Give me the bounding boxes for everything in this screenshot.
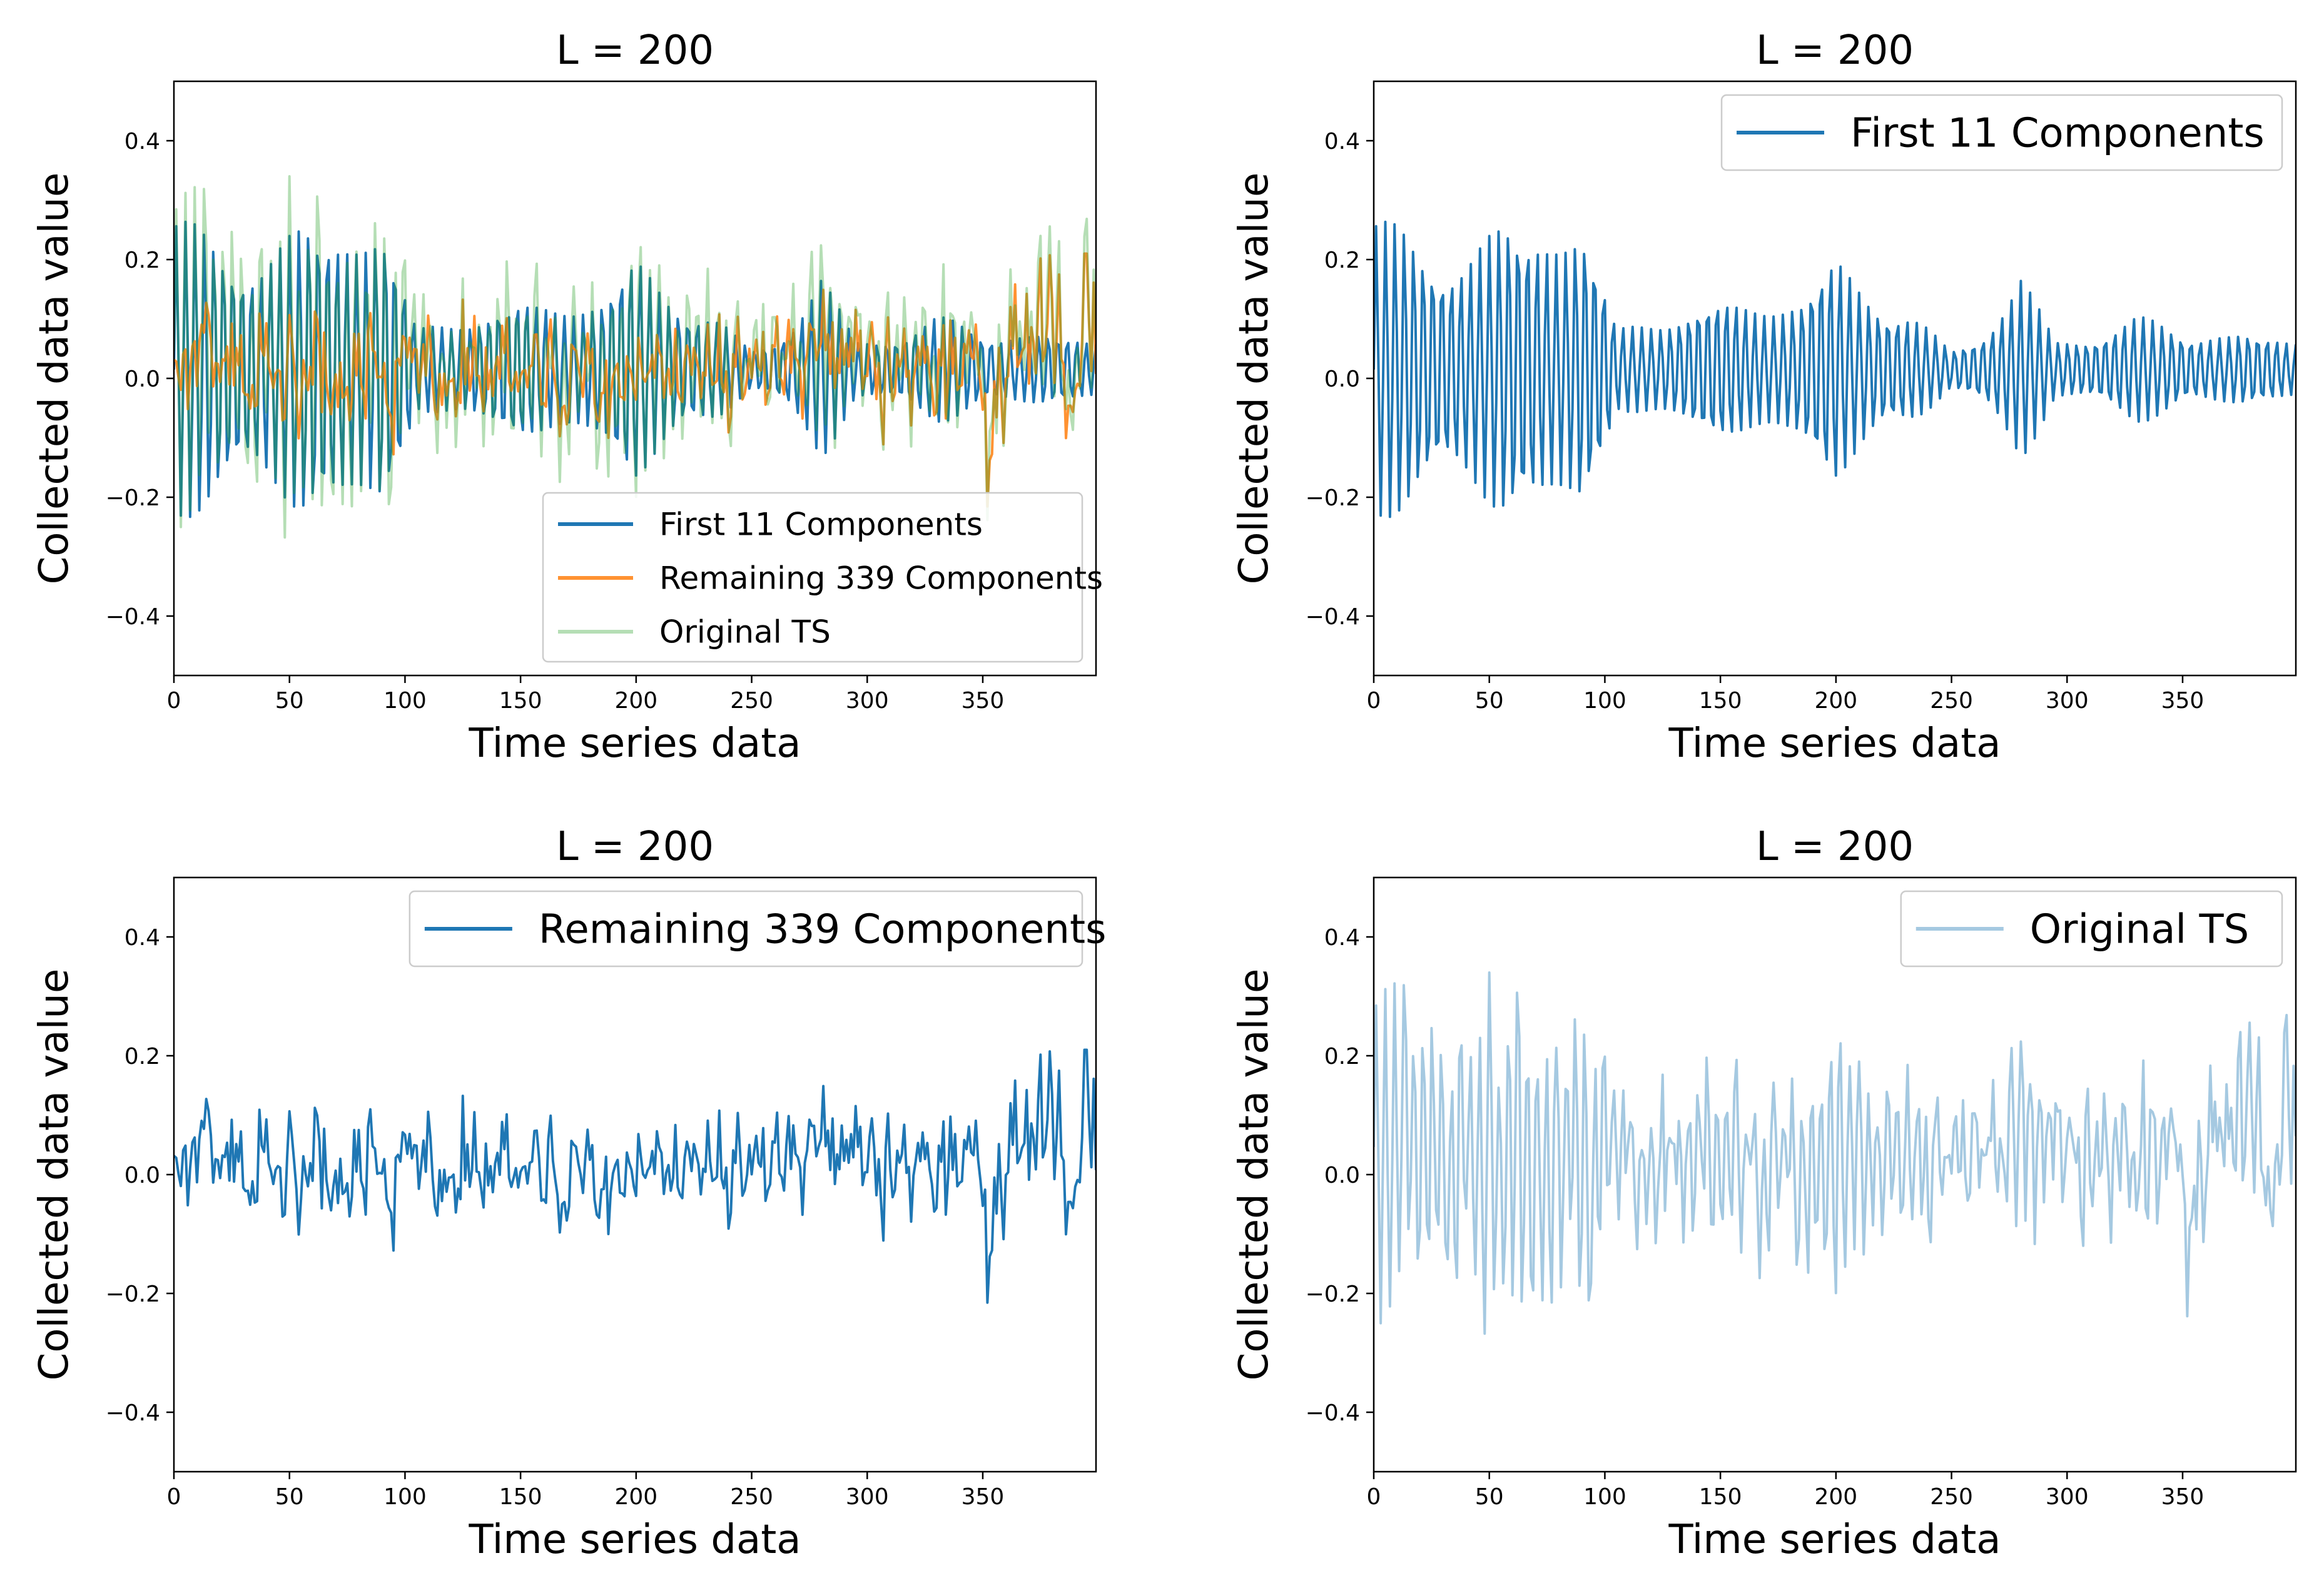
x-tick-label: 200 bbox=[614, 1484, 657, 1510]
x-tick-label: 200 bbox=[1814, 688, 1857, 714]
x-tick-label: 0 bbox=[1367, 1484, 1381, 1510]
x-tick-label: 50 bbox=[275, 688, 304, 714]
x-tick-label: 250 bbox=[730, 688, 773, 714]
subplot-3: 0 50 100 150 200 250 300 350 −0.4 −0.2 0.0 0.2 0.4 L … bbox=[31, 824, 1106, 1563]
x-tick-label: 150 bbox=[499, 688, 542, 714]
x-tick-label: 350 bbox=[2161, 688, 2205, 714]
y-tick-label: 0.2 bbox=[124, 248, 160, 273]
x-tick-label: 50 bbox=[1475, 688, 1504, 714]
y-tick-label: 0.0 bbox=[124, 367, 160, 392]
x-tick-label: 0 bbox=[1367, 688, 1381, 714]
x-tick-label: 250 bbox=[730, 1484, 773, 1510]
series-line-original bbox=[174, 175, 1096, 539]
legend-label-first: First 11 Components bbox=[1850, 110, 2265, 156]
y-tick-label: 0.2 bbox=[1324, 1044, 1360, 1070]
y-tick-label: 0.2 bbox=[1324, 248, 1360, 273]
legend-box bbox=[542, 492, 1083, 663]
legend-label-remaining: Remaining 339 Components bbox=[659, 560, 1103, 597]
x-axis-label: Time series data bbox=[469, 721, 801, 767]
y-tick-label: −0.4 bbox=[106, 604, 160, 630]
subplot-title: L = 200 bbox=[556, 824, 714, 870]
x-tick-label: 250 bbox=[1930, 688, 1973, 714]
y-tick-label: −0.4 bbox=[1306, 604, 1360, 630]
series-group bbox=[1374, 220, 2296, 518]
y-tick-label: 0.4 bbox=[124, 925, 160, 951]
subplot-title: L = 200 bbox=[1756, 824, 1914, 870]
x-axis-label: Time series data bbox=[1668, 721, 2001, 767]
x-tick-label: 50 bbox=[275, 1484, 304, 1510]
y-tick-label: −0.2 bbox=[1306, 1282, 1360, 1307]
x-tick-label: 200 bbox=[614, 688, 657, 714]
y-tick-label: −0.4 bbox=[106, 1400, 160, 1426]
legend-box bbox=[1900, 890, 2283, 968]
y-axis-label: Collected data value bbox=[31, 173, 78, 585]
x-axis-label: Time series data bbox=[469, 1517, 801, 1563]
x-tick-label: 100 bbox=[383, 688, 427, 714]
x-tick-label: 200 bbox=[1814, 1484, 1857, 1510]
y-tick-label: 0.4 bbox=[1324, 925, 1360, 951]
x-tick-label: 100 bbox=[1583, 1484, 1626, 1510]
legend-box bbox=[408, 890, 1083, 968]
x-tick-label: 0 bbox=[167, 1484, 181, 1510]
series-line-first bbox=[1374, 220, 2296, 518]
legend: Remaining 339 Components bbox=[408, 890, 1107, 968]
x-tick-label: 250 bbox=[1930, 1484, 1973, 1510]
subplot-1: 0 50 100 150 200 250 300 350 −0.4 −0.2 0.0 0.2 0.4 L … bbox=[31, 28, 1103, 767]
legend: Original TS bbox=[1900, 890, 2283, 968]
x-tick-label: 100 bbox=[383, 1484, 427, 1510]
legend-box bbox=[1720, 94, 2283, 171]
series-line-original bbox=[1374, 971, 2296, 1335]
y-tick-label: −0.2 bbox=[106, 485, 160, 511]
legend: First 11 Components Remaining 339 Compone… bbox=[542, 492, 1103, 663]
x-axis-label: Time series data bbox=[1668, 1517, 2001, 1563]
legend-label-original: Original TS bbox=[2030, 906, 2250, 953]
x-tick-label: 150 bbox=[1699, 688, 1742, 714]
x-tick-label: 350 bbox=[962, 1484, 1005, 1510]
legend-label-remaining: Remaining 339 Components bbox=[539, 906, 1107, 953]
y-axis-label: Collected data value bbox=[1231, 173, 1277, 585]
x-tick-label: 300 bbox=[846, 1484, 889, 1510]
y-tick-label: 0.2 bbox=[124, 1044, 160, 1070]
y-tick-label: 0.4 bbox=[1324, 129, 1360, 154]
x-tick-label: 50 bbox=[1475, 1484, 1504, 1510]
y-tick-label: 0.4 bbox=[124, 129, 160, 154]
x-tick-label: 350 bbox=[2161, 1484, 2205, 1510]
x-tick-label: 0 bbox=[167, 688, 181, 714]
legend-label-original: Original TS bbox=[659, 614, 831, 650]
series-group bbox=[174, 175, 1096, 539]
y-tick-label: −0.2 bbox=[1306, 485, 1360, 511]
y-axis-label: Collected data value bbox=[31, 969, 78, 1381]
y-tick-label: 0.0 bbox=[124, 1163, 160, 1188]
y-tick-label: −0.2 bbox=[106, 1282, 160, 1307]
x-tick-label: 300 bbox=[2046, 688, 2089, 714]
y-tick-label: 0.0 bbox=[1324, 1163, 1360, 1188]
x-tick-label: 300 bbox=[2046, 1484, 2089, 1510]
x-tick-label: 150 bbox=[1699, 1484, 1742, 1510]
y-tick-label: 0.0 bbox=[1324, 367, 1360, 392]
x-tick-label: 100 bbox=[1583, 688, 1626, 714]
series-group bbox=[1374, 971, 2296, 1335]
series-line-remaining bbox=[174, 1048, 1096, 1304]
legend-label-first: First 11 Components bbox=[659, 507, 983, 543]
x-tick-label: 300 bbox=[846, 688, 889, 714]
subplot-2: 0 50 100 150 200 250 300 350 −0.4 −0.2 0.0 0.2 0.4 L … bbox=[1231, 28, 2297, 767]
subplot-4: 0 50 100 150 200 250 300 350 −0.4 −0.2 0.0 0.2 0.4 L … bbox=[1231, 824, 2297, 1563]
x-tick-label: 350 bbox=[962, 688, 1005, 714]
y-tick-label: −0.4 bbox=[1306, 1400, 1360, 1426]
subplot-title: L = 200 bbox=[1756, 28, 1914, 74]
x-tick-label: 150 bbox=[499, 1484, 542, 1510]
subplot-title: L = 200 bbox=[556, 28, 714, 74]
series-line-remaining bbox=[174, 252, 1096, 508]
y-axis-label: Collected data value bbox=[1231, 969, 1277, 1381]
legend: First 11 Components bbox=[1720, 94, 2283, 171]
series-group bbox=[174, 1048, 1096, 1304]
